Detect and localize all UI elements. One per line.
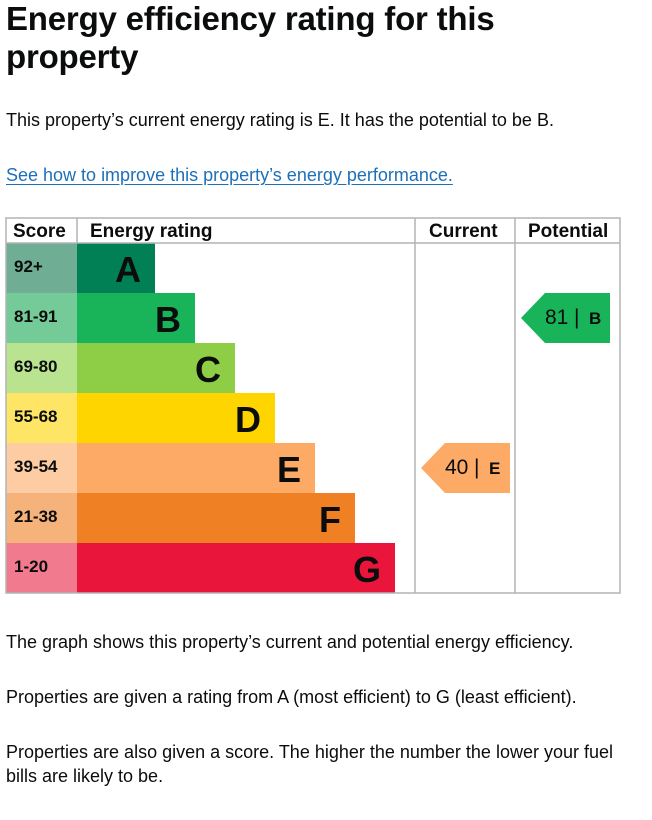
- column-header-current: Current: [429, 221, 498, 242]
- rating-letter-C: C: [195, 349, 221, 390]
- current-rating-letter: E: [489, 459, 500, 478]
- score-label-G: 1-20: [14, 557, 48, 576]
- score-cell-F: [6, 493, 77, 543]
- improve-paragraph: See how to improve this property’s energ…: [6, 163, 636, 187]
- rating-letter-B: B: [155, 299, 181, 340]
- rating-bar-B: [77, 293, 195, 343]
- potential-rating-score-value: 81: [545, 306, 568, 329]
- page-title: Energy efficiency rating for this proper…: [6, 0, 495, 75]
- rating-letter-A: A: [115, 249, 141, 290]
- column-header-energy-rating: Energy rating: [90, 221, 212, 242]
- explanation-rating: Properties are given a rating from A (mo…: [6, 687, 577, 707]
- current-rating-arrow: [421, 443, 510, 493]
- column-header-potential: Potential: [528, 221, 608, 242]
- score-label-C: 69-80: [14, 357, 57, 376]
- potential-rating-arrow: [521, 293, 610, 343]
- potential-rating-letter: B: [589, 309, 601, 328]
- rating-letter-E: E: [277, 449, 301, 490]
- score-label-B: 81-91: [14, 307, 57, 326]
- rating-letter-D: D: [235, 399, 261, 440]
- chart-border: [5, 217, 621, 594]
- score-cell-B: [6, 293, 77, 343]
- current-rating-separator: |: [474, 456, 479, 479]
- rating-bar-F: [77, 493, 355, 543]
- score-label-A: 92+: [14, 257, 43, 276]
- score-cell-E: [6, 443, 77, 493]
- column-header-score: Score: [13, 221, 66, 242]
- rating-bar-G: [77, 543, 395, 593]
- potential-rating-separator: |: [574, 306, 579, 329]
- rating-bar-A: [77, 243, 155, 293]
- explanation-graph: The graph shows this property’s current …: [6, 632, 574, 652]
- explanation-score: Properties are also given a score. The h…: [6, 742, 613, 786]
- rating-bar-D: [77, 393, 275, 443]
- score-cell-G: [6, 543, 77, 593]
- score-cell-D: [6, 393, 77, 443]
- score-cell-C: [6, 343, 77, 393]
- score-cell-A: [6, 243, 77, 293]
- improve-performance-link[interactable]: See how to improve this property’s energ…: [6, 165, 453, 185]
- rating-letter-G: G: [353, 549, 381, 590]
- score-label-D: 55-68: [14, 407, 57, 426]
- rating-summary: This property’s current energy rating is…: [6, 110, 554, 130]
- energy-rating-chart: Score Energy rating Current Potential 92+ A 81…: [5, 217, 621, 594]
- score-label-F: 21-38: [14, 507, 57, 526]
- score-label-E: 39-54: [14, 457, 58, 476]
- rating-bar-E: [77, 443, 315, 493]
- rating-bar-C: [77, 343, 235, 393]
- current-rating-score-value: 40: [445, 456, 468, 479]
- rating-letter-F: F: [319, 499, 341, 540]
